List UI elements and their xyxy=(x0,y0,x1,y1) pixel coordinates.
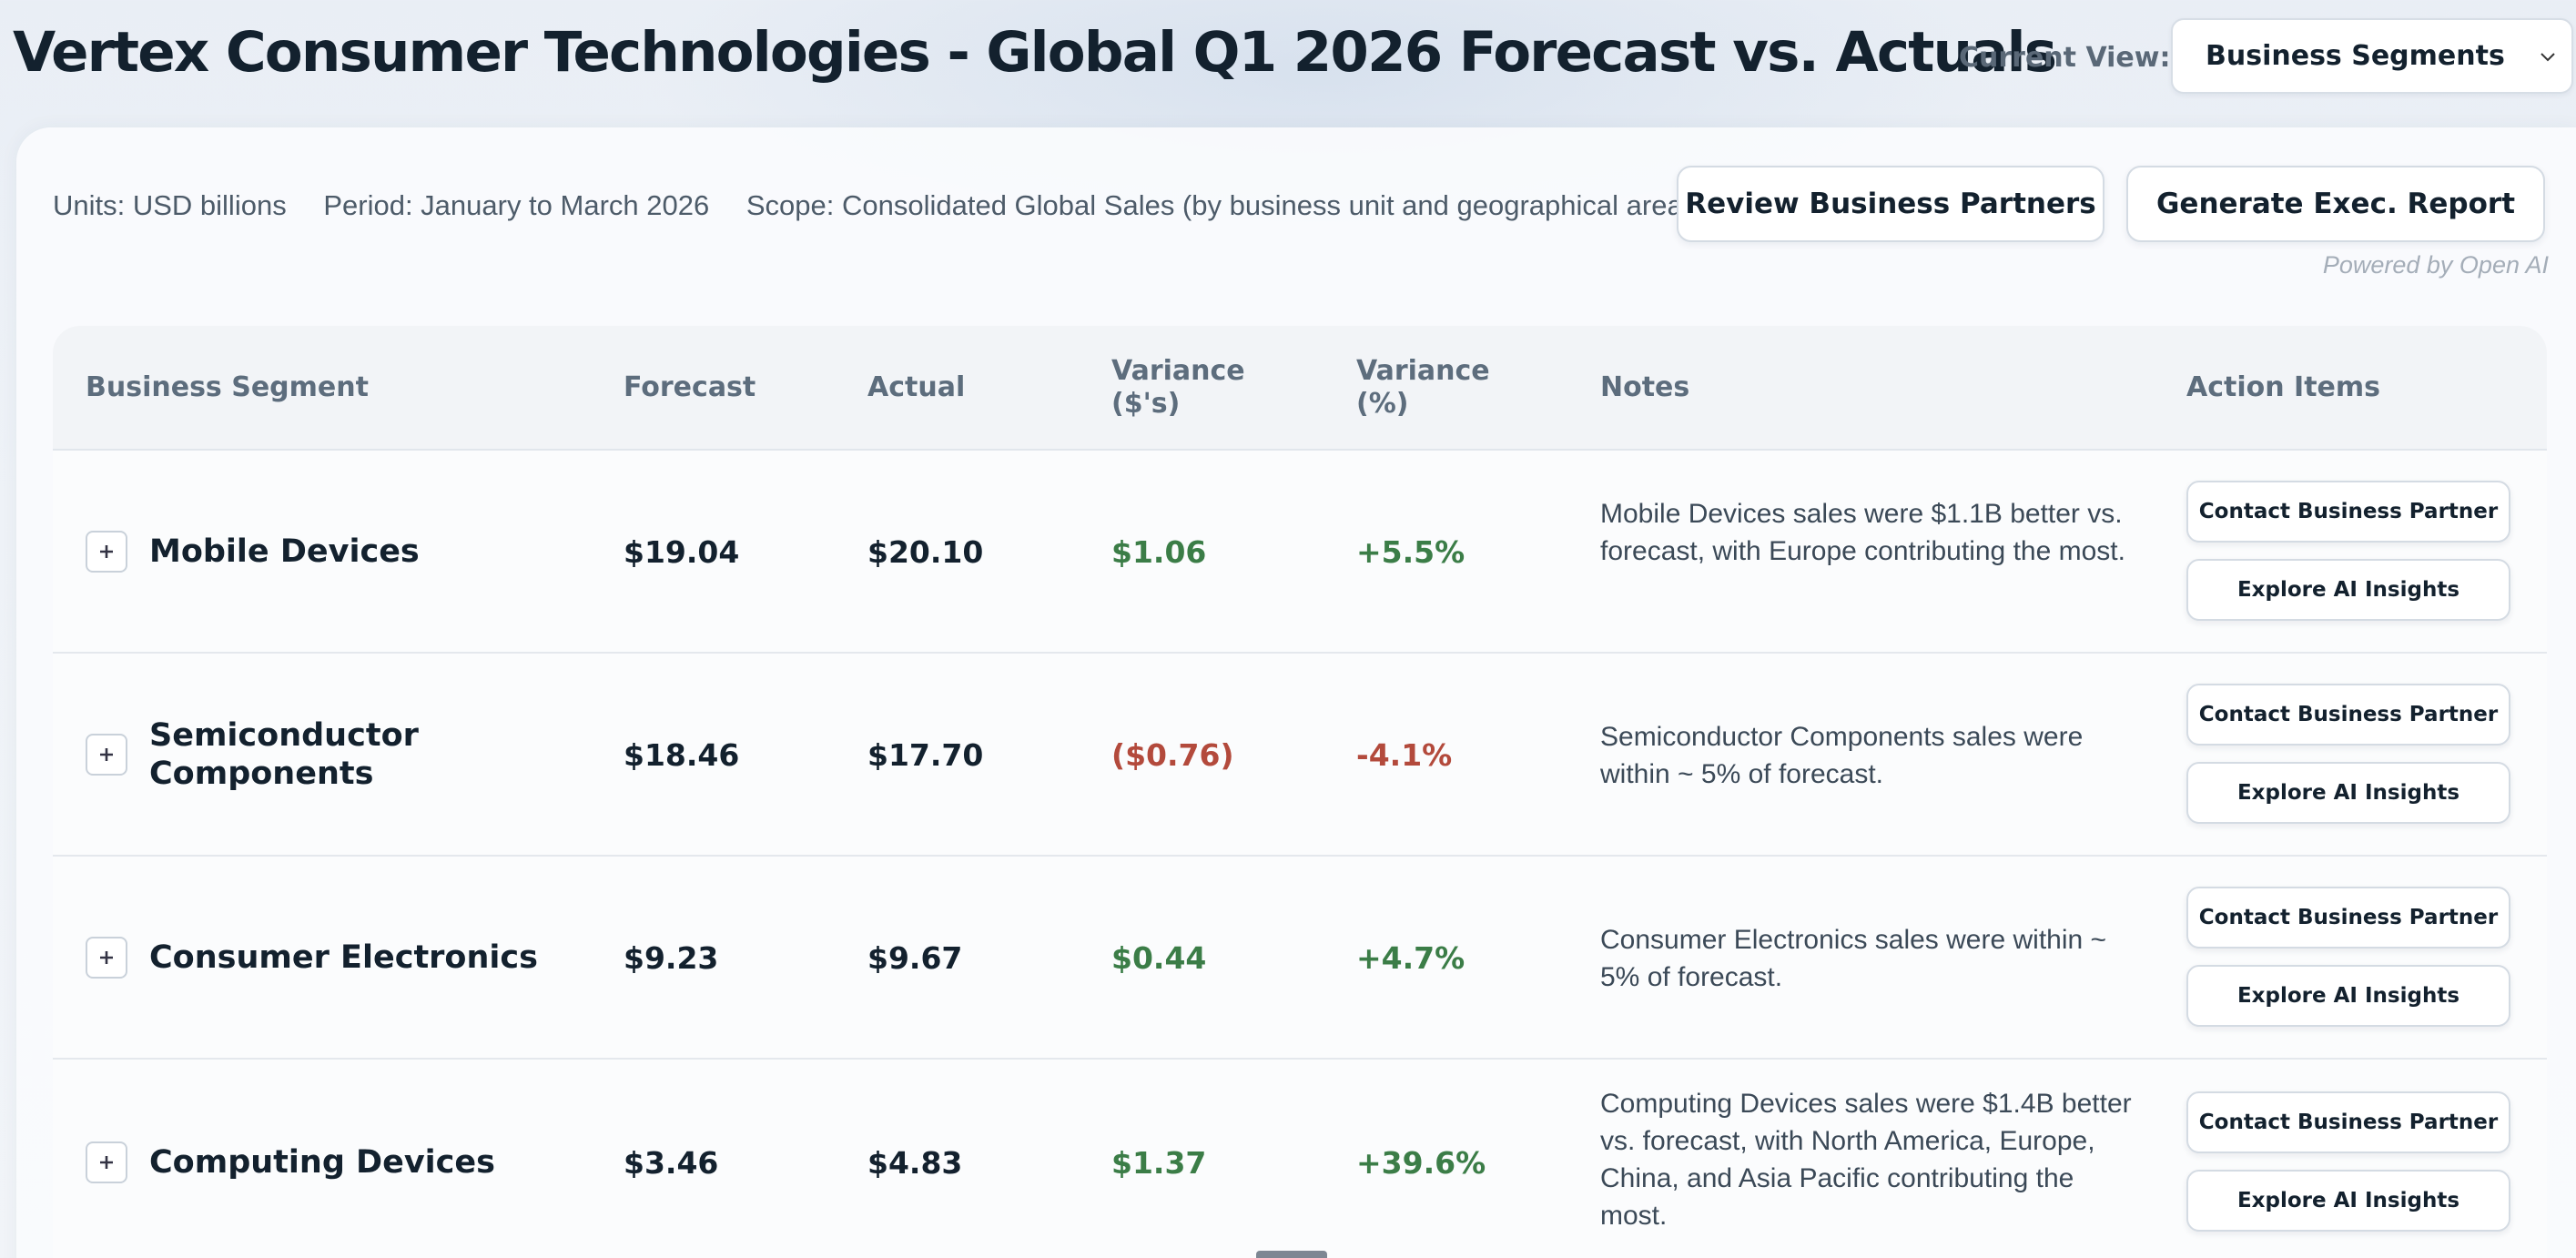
variance-usd-value: $0.44 xyxy=(1111,940,1207,976)
plus-icon xyxy=(100,1156,113,1169)
variance-pct-value: -4.1% xyxy=(1356,737,1453,773)
segment-name: Computing Devices xyxy=(149,1143,495,1182)
header-actual: Actual xyxy=(867,371,966,403)
expand-button[interactable] xyxy=(86,1141,127,1183)
header-variance-pct: Variance (%) xyxy=(1356,355,1490,421)
forecast-value: $3.46 xyxy=(624,1145,719,1181)
chevron-down-icon xyxy=(2541,53,2555,62)
forecast-value: $9.23 xyxy=(624,940,719,976)
explore-ai-insights-button[interactable]: Explore AI Insights xyxy=(2186,559,2510,621)
segment-name: Semiconductor Components xyxy=(149,716,419,793)
table-row: Mobile Devices $19.04 $20.10 $1.06 +5.5%… xyxy=(53,451,2547,654)
actual-value: $9.67 xyxy=(867,940,963,976)
segment-name-line1: Consumer Electronics xyxy=(149,939,538,976)
table-row: Computing Devices $3.46 $4.83 $1.37 +39.… xyxy=(53,1060,2547,1258)
table-header: Business Segment Forecast Actual Varianc… xyxy=(53,326,2547,451)
header-segment: Business Segment xyxy=(86,371,369,403)
period-text: Period: January to March 2026 xyxy=(323,189,710,221)
contact-business-partner-button[interactable]: Contact Business Partner xyxy=(2186,887,2510,949)
current-view-label: Current View: xyxy=(1959,42,2171,74)
plus-icon xyxy=(100,748,113,761)
contact-business-partner-button[interactable]: Contact Business Partner xyxy=(2186,1091,2510,1153)
expand-button[interactable] xyxy=(86,531,127,573)
variance-pct-value: +5.5% xyxy=(1356,534,1465,570)
powered-by-text: Powered by Open AI xyxy=(2322,251,2549,279)
current-view-value: Business Segments xyxy=(2206,40,2505,72)
row-note: Mobile Devices sales were $1.1B better v… xyxy=(1600,499,2125,566)
forecast-value: $19.04 xyxy=(624,534,740,570)
header-variance-pct-line2: (%) xyxy=(1356,388,1409,420)
segment-name: Consumer Electronics xyxy=(149,938,538,977)
segment-name-line1: Semiconductor xyxy=(149,717,419,754)
actual-value: $20.10 xyxy=(867,534,984,570)
variance-usd-value: ($0.76) xyxy=(1111,737,1234,773)
row-note: Semiconductor Components sales were with… xyxy=(1600,722,2084,789)
current-view-select[interactable]: Business Segments xyxy=(2171,18,2573,94)
explore-ai-insights-button[interactable]: Explore AI Insights xyxy=(2186,1170,2510,1232)
segment-name-line1: Mobile Devices xyxy=(149,533,420,570)
segment-name-line1: Computing Devices xyxy=(149,1144,495,1181)
scope-text: Scope: Consolidated Global Sales (by bus… xyxy=(745,189,1693,221)
segment-name: Mobile Devices xyxy=(149,533,420,571)
contact-business-partner-button[interactable]: Contact Business Partner xyxy=(2186,684,2510,746)
header-notes: Notes xyxy=(1600,371,1690,403)
units-text: Units: USD billions xyxy=(53,189,287,221)
actual-value: $4.83 xyxy=(867,1145,963,1181)
explore-ai-insights-button[interactable]: Explore AI Insights xyxy=(2186,762,2510,824)
segment-name-line2: Components xyxy=(149,756,374,792)
header-variance-usd-line1: Variance xyxy=(1111,355,1245,387)
row-note: Computing Devices sales were $1.4B bette… xyxy=(1600,1089,2132,1231)
header-actions: Action Items xyxy=(2186,371,2381,403)
header-variance-pct-line1: Variance xyxy=(1356,355,1490,387)
table-row: Semiconductor Components $18.46 $17.70 (… xyxy=(53,654,2547,857)
table-row: Consumer Electronics $9.23 $9.67 $0.44 +… xyxy=(53,857,2547,1060)
variance-pct-value: +39.6% xyxy=(1356,1145,1486,1181)
page-header: Vertex Consumer Technologies - Global Q1… xyxy=(0,0,2576,118)
contact-business-partner-button[interactable]: Contact Business Partner xyxy=(2186,481,2510,543)
header-variance-usd-line2: ($'s) xyxy=(1111,388,1181,420)
actual-value: $17.70 xyxy=(867,737,984,773)
expand-button[interactable] xyxy=(86,734,127,776)
plus-icon xyxy=(100,545,113,558)
review-business-partners-button[interactable]: Review Business Partners xyxy=(1677,166,2104,242)
generate-exec-report-button[interactable]: Generate Exec. Report xyxy=(2126,166,2545,242)
variance-pct-value: +4.7% xyxy=(1356,940,1465,976)
explore-ai-insights-button[interactable]: Explore AI Insights xyxy=(2186,965,2510,1027)
header-forecast: Forecast xyxy=(624,371,756,403)
plus-icon xyxy=(100,951,113,964)
page-title: Vertex Consumer Technologies - Global Q1… xyxy=(13,20,2057,85)
row-note: Consumer Electronics sales were within ~… xyxy=(1600,925,2107,992)
header-variance-usd: Variance ($'s) xyxy=(1111,355,1245,421)
variance-usd-value: $1.37 xyxy=(1111,1145,1207,1181)
expand-button[interactable] xyxy=(86,937,127,979)
variance-usd-value: $1.06 xyxy=(1111,534,1207,570)
forecast-value: $18.46 xyxy=(624,737,740,773)
report-meta: Units: USD billions Period: January to M… xyxy=(53,189,1721,222)
scroll-handle[interactable] xyxy=(1256,1251,1327,1258)
forecast-table: Business Segment Forecast Actual Varianc… xyxy=(53,326,2547,1258)
